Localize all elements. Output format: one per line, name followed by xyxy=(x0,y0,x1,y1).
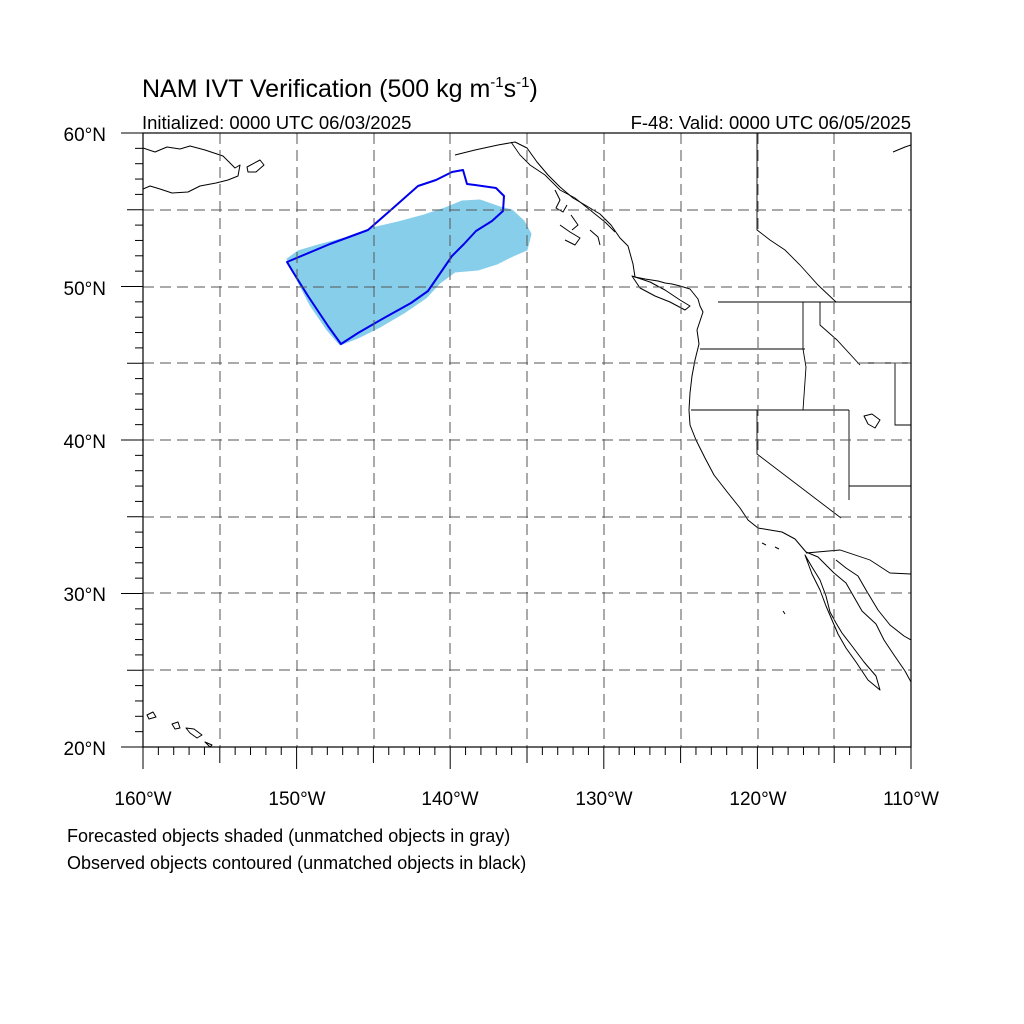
lat-label-60n: 60°N xyxy=(64,125,106,146)
initialized-label: Initialized: 0000 UTC 06/03/2025 xyxy=(142,112,411,133)
hawaii-islands xyxy=(146,711,213,747)
tick-marks xyxy=(121,132,912,769)
east-coast-top-right xyxy=(892,144,911,153)
lon-label-110w: 110°W xyxy=(883,789,939,810)
valid-label: F-48: Valid: 0000 UTC 06/05/2025 xyxy=(631,112,911,133)
gulf-of-california xyxy=(835,559,911,641)
title-main: NAM IVT Verification (500 kg m xyxy=(142,75,490,103)
bc-alberta-border xyxy=(756,133,837,303)
baja-peninsula xyxy=(804,554,881,691)
footnote-observed: Observed objects contoured (unmatched ob… xyxy=(67,853,526,873)
wy-border xyxy=(894,363,911,426)
borders xyxy=(510,133,911,575)
alaska-canada-border xyxy=(510,141,616,233)
channel-islands xyxy=(761,542,786,615)
lake-1 xyxy=(863,413,881,429)
lat-label-50n: 50°N xyxy=(64,279,106,300)
gridlines xyxy=(143,133,911,747)
lon-label-140w: 140°W xyxy=(421,789,478,810)
title-mid: s xyxy=(504,75,517,103)
alaska-coast xyxy=(143,145,241,194)
lat-label-40n: 40°N xyxy=(64,432,106,453)
map-title: NAM IVT Verification (500 kg m-1s-1) xyxy=(142,74,538,103)
id-border xyxy=(802,302,807,411)
kodiak-island xyxy=(246,159,265,173)
lat-label-30n: 30°N xyxy=(64,585,106,606)
mt-border xyxy=(819,302,861,366)
title-close: ) xyxy=(529,75,537,103)
lat-label-20n: 20°N xyxy=(64,739,106,760)
forecast-object xyxy=(286,199,532,346)
footnote-forecast: Forecasted objects shaded (unmatched obj… xyxy=(67,826,510,846)
lon-label-120w: 120°W xyxy=(729,789,786,810)
southeast-alaska-islands xyxy=(554,189,601,246)
title-exp2: -1 xyxy=(516,74,529,91)
lat-tick-labels: 60°N 50°N 40°N 30°N 20°N xyxy=(64,125,106,760)
title-exp1: -1 xyxy=(490,74,503,91)
lon-label-130w: 130°W xyxy=(575,789,632,810)
lon-tick-labels: 160°W 150°W 140°W 130°W 120°W 110°W xyxy=(114,789,939,810)
vancouver-island xyxy=(631,275,691,311)
lon-label-160w: 160°W xyxy=(114,789,171,810)
map-area xyxy=(143,133,911,747)
lon-label-150w: 150°W xyxy=(268,789,325,810)
us-mexico-border xyxy=(805,549,911,575)
observed-contour xyxy=(286,169,505,345)
ca-nv-border xyxy=(756,410,842,519)
